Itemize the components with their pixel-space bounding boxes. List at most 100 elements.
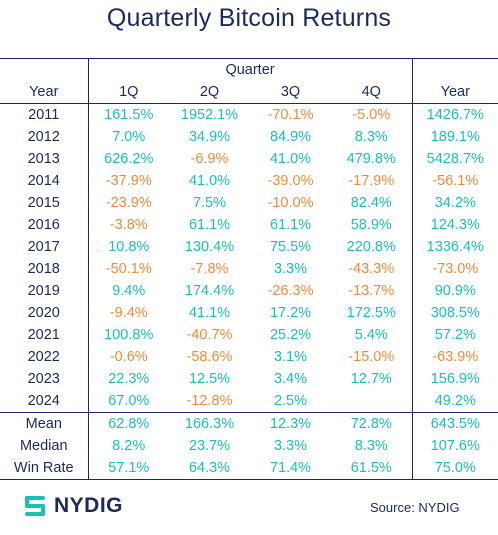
table-row: 2019 9.4% 174.4% -26.3% -13.7% 90.9%	[0, 280, 498, 302]
q2-cell: 12.5%	[188, 371, 231, 387]
header-spacer-right	[411, 58, 498, 81]
q3-cell: 17.2%	[269, 305, 312, 321]
header-year: Year	[29, 84, 59, 100]
q1-cell: 7.0%	[87, 126, 169, 148]
q3-cell: 3.3%	[273, 261, 308, 277]
q3-cell: 2.5%	[250, 390, 331, 413]
q3-cell: 25.2%	[269, 327, 312, 343]
table-row: 2024 67.0% -12.8% 2.5% 49.2%	[0, 390, 498, 413]
q3-cell: 3.4%	[273, 371, 308, 387]
q1-cell: 8.2%	[87, 435, 169, 457]
summary-row: Win Rate 57.1% 64.3% 71.4% 61.5% 75.0%	[0, 457, 498, 480]
table-row: 2017 10.8% 130.4% 75.5% 220.8% 1336.4%	[0, 236, 498, 258]
year-total-cell: 75.0%	[411, 457, 498, 480]
q4-cell: 479.8%	[346, 151, 396, 167]
year-cell: 2014	[27, 173, 60, 189]
q4-cell: 72.8%	[350, 416, 392, 432]
q2-cell: 61.1%	[188, 217, 231, 233]
q2-cell: 174.4%	[184, 283, 235, 299]
q1-cell: 10.8%	[87, 236, 169, 258]
q1-cell: -3.8%	[87, 214, 169, 236]
header-q1: 1Q	[87, 81, 169, 104]
year-total-cell: -73.0%	[411, 258, 498, 280]
q2-cell: 7.5%	[192, 195, 227, 211]
q4-cell: 82.4%	[350, 195, 392, 211]
summary-row: Median 8.2% 23.7% 3.3% 8.3% 107.6%	[0, 435, 498, 457]
table-row: 2021 100.8% -40.7% 25.2% 5.4% 57.2%	[0, 324, 498, 346]
q3-cell: 61.1%	[269, 217, 312, 233]
logo-text: NYDIG	[54, 494, 124, 517]
q1-cell: 57.1%	[87, 457, 169, 480]
table-row: 2011 161.5% 1952.1% -70.1% -5.0% 1426.7%	[0, 103, 498, 126]
table-row: 2015 -23.9% 7.5% -10.0% 82.4% 34.2%	[0, 192, 498, 214]
summary-body: Mean 62.8% 166.3% 12.3% 72.8% 643.5% Median 8.2…	[0, 412, 498, 480]
q2-cell: 23.7%	[188, 438, 231, 454]
year-total-cell: 34.2%	[411, 192, 498, 214]
q4-cell	[331, 390, 413, 413]
year-total-cell: 49.2%	[411, 390, 498, 413]
summary-row: Mean 62.8% 166.3% 12.3% 72.8% 643.5%	[0, 412, 498, 435]
q1-cell: -0.6%	[87, 346, 169, 368]
q2-cell: 34.9%	[188, 129, 231, 145]
header-q2: 2Q	[199, 84, 220, 100]
q4-cell: -13.7%	[348, 283, 395, 299]
table-row: 2014 -37.9% 41.0% -39.0% -17.9% -56.1%	[0, 170, 498, 192]
year-cell: 2012	[27, 129, 60, 145]
q4-cell: -5.0%	[331, 103, 413, 126]
table-body: 2011 161.5% 1952.1% -70.1% -5.0% 1426.7% 2012 7…	[0, 103, 498, 413]
page-title: Quarterly Bitcoin Returns	[106, 4, 392, 32]
q2-cell: -58.6%	[186, 349, 233, 365]
q1-cell: 100.8%	[87, 324, 169, 346]
q3-cell: -26.3%	[267, 283, 314, 299]
q2-cell: 130.4%	[184, 239, 235, 255]
table-row: 2022 -0.6% -58.6% 3.1% -15.0% -63.9%	[0, 346, 498, 368]
q2-cell: -40.7%	[186, 327, 233, 343]
header-quarter-group: Quarter	[87, 58, 413, 81]
year-total-cell: 90.9%	[411, 280, 498, 302]
q3-cell: 41.0%	[269, 151, 312, 167]
q2-cell: 41.1%	[188, 305, 231, 321]
q4-cell: 61.5%	[331, 457, 413, 480]
year-total-cell: 57.2%	[411, 324, 498, 346]
q2-cell: 1952.1%	[169, 103, 250, 126]
year-cell: 2011	[0, 103, 88, 126]
year-total-cell: 643.5%	[411, 412, 498, 435]
year-total-cell: -63.9%	[411, 346, 498, 368]
q2-cell: 64.3%	[169, 457, 250, 480]
year-cell: 2017	[27, 239, 60, 255]
q3-cell: 12.3%	[269, 416, 312, 432]
year-cell: 2013	[27, 151, 60, 167]
table-row: 2023 22.3% 12.5% 3.4% 12.7% 156.9%	[0, 368, 498, 390]
year-total-cell: 5428.7%	[411, 148, 498, 170]
header-q3: 3Q	[280, 84, 301, 100]
year-cell: 2019	[27, 283, 60, 299]
source-note: Source: NYDIG	[370, 500, 460, 515]
q3-cell: -39.0%	[267, 173, 314, 189]
table-row: 2012 7.0% 34.9% 84.9% 8.3% 189.1%	[0, 126, 498, 148]
q4-cell: -43.3%	[348, 261, 395, 277]
year-total-cell: 189.1%	[411, 126, 498, 148]
year-cell: 2020	[27, 305, 60, 321]
q3-cell: 3.3%	[273, 438, 308, 454]
q1-cell: 161.5%	[87, 103, 169, 126]
summary-label: Median	[19, 438, 68, 454]
q1-cell: 22.3%	[87, 368, 169, 390]
q4-cell: 8.3%	[354, 438, 388, 454]
table-row: 2018 -50.1% -7.8% 3.3% -43.3% -73.0%	[0, 258, 498, 280]
year-total-cell: 1426.7%	[411, 103, 498, 126]
q3-cell: 75.5%	[269, 239, 312, 255]
header-row: Year 1Q 2Q 3Q 4Q Year	[0, 81, 498, 104]
q1-cell: -50.1%	[87, 258, 169, 280]
q4-cell: -15.0%	[348, 349, 395, 365]
q4-cell: 220.8%	[346, 239, 396, 255]
summary-label: Win Rate	[0, 457, 88, 480]
q3-cell: -10.0%	[267, 195, 314, 211]
q2-cell: 41.0%	[188, 173, 231, 189]
q3-cell: 71.4%	[250, 457, 331, 480]
table-row: 2013 626.2% -6.9% 41.0% 479.8% 5428.7%	[0, 148, 498, 170]
header-group-row: Quarter	[0, 58, 498, 81]
q1-cell: 9.4%	[87, 280, 169, 302]
q1-cell: 67.0%	[87, 390, 169, 413]
q1-cell: -37.9%	[87, 170, 169, 192]
year-cell: 2015	[27, 195, 60, 211]
